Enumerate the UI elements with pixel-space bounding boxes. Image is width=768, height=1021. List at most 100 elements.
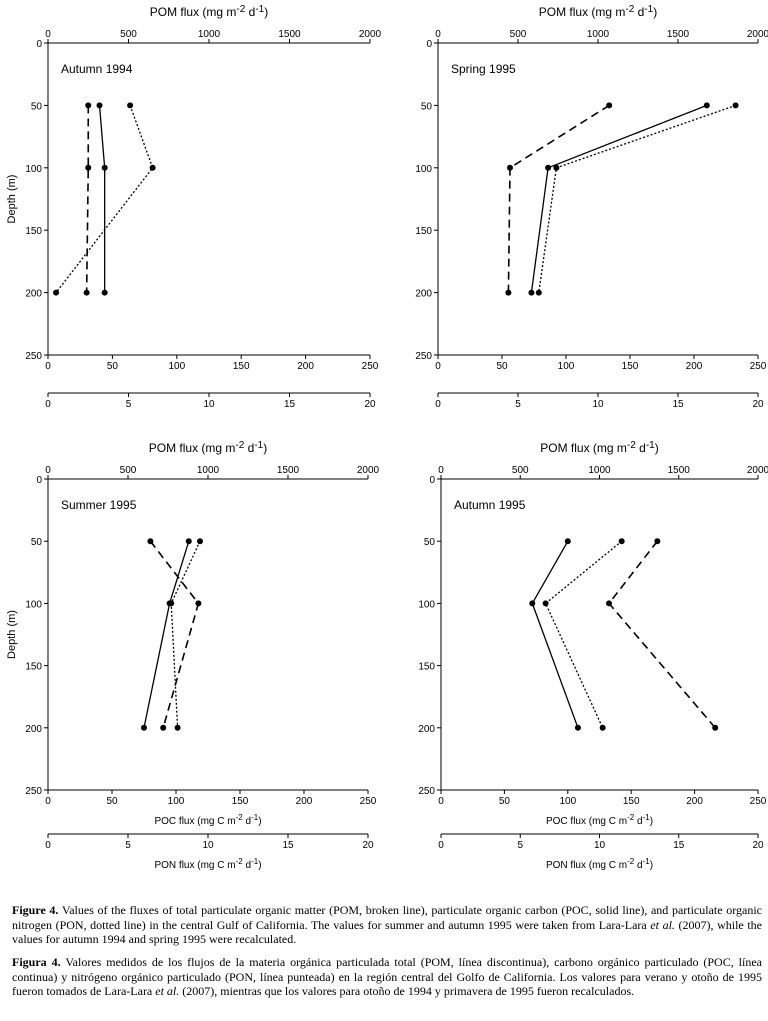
data-point-pon: [168, 600, 175, 607]
pon-tick-label: 5: [517, 840, 523, 851]
depth-tick-label: 100: [418, 599, 435, 610]
poc-tick-label: 0: [435, 361, 441, 372]
depth-tick-label: 150: [415, 226, 432, 237]
depth-tick-label: 150: [418, 662, 435, 673]
depth-axis-title: Depth (m): [6, 175, 18, 224]
series-line-pon: [538, 104, 736, 293]
depth-tick-label: 100: [25, 164, 42, 175]
pom-tick-label: 1000: [588, 465, 611, 476]
series-line-poc: [143, 541, 190, 728]
poc-tick-label: 100: [559, 796, 576, 807]
depth-tick-label: 150: [25, 662, 42, 673]
data-point-poc: [101, 289, 108, 296]
series-line-poc: [531, 540, 579, 729]
poc-tick-label: 100: [168, 796, 185, 807]
pon-tick-label: 10: [203, 399, 215, 410]
poc-tick-label: 50: [496, 361, 508, 372]
data-point-poc: [185, 538, 192, 545]
depth-tick-label: 250: [25, 351, 42, 362]
depth-tick-label: 250: [418, 786, 435, 797]
depth-tick-label: 150: [25, 226, 42, 237]
pon-tick-label: 5: [125, 840, 131, 851]
poc-tick-label: 200: [686, 361, 703, 372]
pom-tick-label: 500: [120, 29, 137, 40]
poc-axis-title: POC flux (mg C m-2 d-1): [154, 813, 261, 827]
data-point-pon: [197, 538, 203, 545]
caption-es-label: Figura 4.: [12, 955, 61, 969]
pom-tick-label: 0: [435, 29, 441, 40]
poc-tick-label: 250: [750, 796, 767, 807]
pon-tick-label: 10: [592, 399, 604, 410]
data-point-pom: [505, 289, 512, 296]
pom-tick-label: 2000: [747, 465, 768, 476]
depth-tick-label: 0: [36, 39, 42, 50]
caption-en-text-a: Values of the fluxes of total particulat…: [12, 903, 762, 932]
caption-spanish: Figura 4. Valores medidos de los flujos …: [12, 955, 762, 999]
panel-label: Summer 1995: [61, 498, 137, 512]
poc-tick-label: 250: [362, 361, 379, 372]
depth-tick-label: 0: [429, 475, 435, 486]
series-line-pom: [507, 104, 610, 293]
poc-tick-label: 200: [296, 796, 313, 807]
pom-tick-label: 1000: [197, 465, 220, 476]
panel-label: Autumn 1994: [61, 62, 133, 76]
pom-tick-label: 1000: [587, 29, 610, 40]
poc-tick-label: 200: [297, 361, 314, 372]
pon-tick-label: 5: [126, 399, 132, 410]
data-point-pom: [712, 724, 719, 731]
pom-tick-label: 1500: [277, 465, 300, 476]
data-point-pon: [174, 724, 181, 731]
data-point-pom: [147, 538, 154, 545]
poc-tick-label: 150: [622, 361, 639, 372]
series-line-pom: [149, 540, 200, 729]
caption-en-text-b: (2007), while the values for autumn 1994…: [12, 917, 763, 947]
pom-tick-label: 1500: [278, 29, 301, 40]
poc-tick-label: 100: [168, 361, 185, 372]
pom-tick-label: 2000: [747, 29, 768, 40]
pon-tick-label: 20: [752, 840, 764, 851]
pom-tick-label: 1000: [198, 29, 221, 40]
pom-tick-label: 1500: [668, 465, 691, 476]
series-line-pon: [170, 540, 201, 728]
pon-tick-label: 0: [438, 840, 444, 851]
depth-tick-label: 100: [415, 164, 432, 175]
poc-tick-label: 0: [438, 796, 444, 807]
depth-tick-label: 200: [415, 289, 432, 300]
data-point-poc: [141, 724, 147, 731]
series-line-poc: [98, 105, 106, 293]
pon-tick-label: 15: [672, 399, 684, 410]
pon-tick-label: 15: [673, 840, 685, 851]
depth-tick-label: 200: [25, 289, 42, 300]
data-point-pon: [732, 102, 739, 109]
poc-tick-label: 50: [106, 796, 118, 807]
data-point-pon: [53, 289, 60, 296]
pon-tick-label: 20: [362, 840, 374, 851]
pon-tick-label: 10: [594, 840, 606, 851]
series-line-poc: [530, 104, 708, 293]
pon-axis-title: PON flux (mg C m-2 d-1): [546, 857, 653, 871]
data-point-pom: [85, 164, 92, 171]
data-point-pon: [542, 600, 549, 607]
caption-es-etal: et al.: [155, 984, 180, 998]
data-point-poc: [574, 724, 581, 731]
poc-tick-label: 150: [233, 361, 250, 372]
depth-tick-label: 200: [418, 724, 435, 735]
pon-tick-label: 15: [284, 399, 296, 410]
pom-tick-label: 500: [510, 29, 527, 40]
data-point-poc: [564, 538, 571, 545]
depth-tick-label: 50: [421, 101, 433, 112]
pom-axis-title: POM flux (mg m-2 d-1): [149, 440, 268, 455]
depth-tick-label: 0: [36, 475, 42, 486]
pom-tick-label: 500: [512, 465, 529, 476]
pon-tick-label: 5: [515, 399, 521, 410]
pom-tick-label: 500: [120, 465, 137, 476]
data-point-poc: [529, 600, 536, 607]
pon-tick-label: 0: [45, 840, 51, 851]
pom-axis-title: POM flux (mg m-2 d-1): [150, 4, 269, 19]
data-point-pon: [127, 102, 134, 109]
caption-en-label: Figure 4.: [12, 903, 59, 917]
data-point-poc: [528, 289, 535, 296]
